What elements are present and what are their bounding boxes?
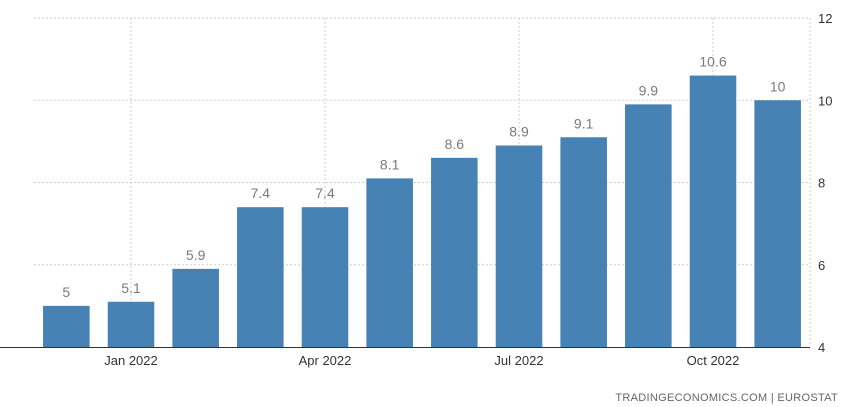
data-label: 9.9: [639, 82, 659, 98]
bar: [237, 207, 284, 347]
y-tick-label: 8: [818, 176, 825, 191]
data-label: 5.1: [121, 280, 141, 296]
source-attribution: TRADINGECONOMICS.COM | EUROSTAT: [615, 392, 838, 404]
bar: [754, 100, 801, 347]
y-tick-label: 6: [818, 258, 825, 273]
grid-layer: [0, 17, 811, 348]
y-axis-ticks: 4 6 8 10 12: [818, 11, 832, 355]
bar: [560, 137, 607, 347]
data-label: 9.1: [574, 115, 594, 131]
bar: [689, 75, 737, 347]
data-label: 8.6: [445, 136, 465, 152]
data-label: 8.1: [380, 156, 400, 172]
bar: [625, 104, 672, 347]
data-label: 8.9: [509, 123, 529, 139]
y-tick-label: 12: [818, 11, 832, 26]
data-label: 10.6: [699, 54, 726, 70]
data-label: 5: [62, 284, 70, 300]
bar: [366, 178, 413, 347]
data-label: 5.9: [186, 247, 206, 263]
bar-layer: [43, 75, 801, 347]
y-tick-label: 4: [818, 340, 825, 355]
bar: [431, 157, 478, 347]
data-label: 7.4: [315, 185, 335, 201]
x-tick-label: Oct 2022: [687, 353, 740, 368]
y-tick-label: 10: [818, 93, 832, 108]
bar: [301, 207, 349, 347]
x-tick-label: Jan 2022: [104, 353, 158, 368]
bar: [172, 268, 219, 347]
x-tick-label: Apr 2022: [299, 353, 352, 368]
bar: [107, 301, 155, 347]
data-label-layer: 5 5.1 5.9 7.4 7.4 8.1 8.6 8.9 9.1 9.9 10.6 10: [62, 54, 785, 300]
x-axis-ticks: Jan 2022 Apr 2022 Jul 2022 Oct 2022: [104, 353, 739, 368]
data-label: 7.4: [251, 185, 271, 201]
bar: [495, 145, 543, 347]
bar: [43, 305, 90, 347]
data-label: 10: [770, 78, 786, 94]
x-tick-label: Jul 2022: [494, 353, 543, 368]
